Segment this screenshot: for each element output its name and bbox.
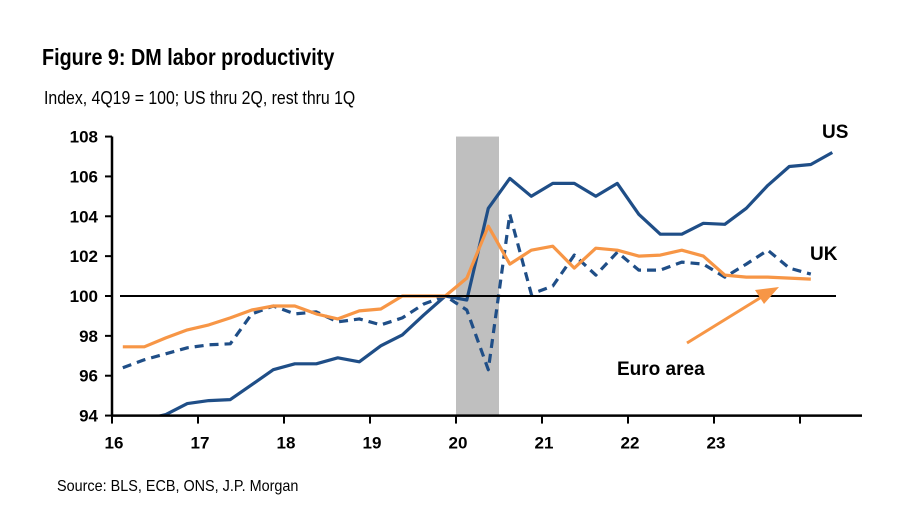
x-tick-label: 23	[707, 434, 726, 453]
x-tick-label: 18	[277, 434, 296, 453]
x-tick-label: 20	[449, 434, 468, 453]
chart-subtitle: Index, 4Q19 = 100; US thru 2Q, rest thru…	[44, 88, 356, 108]
chart-title: Figure 9: DM labor productivity	[42, 44, 335, 70]
y-tick-label: 94	[79, 407, 98, 426]
series-layer	[122, 151, 834, 416]
x-tick-label: 17	[191, 434, 210, 453]
y-tick-label: 96	[79, 367, 98, 386]
x-tick-label: 22	[621, 434, 640, 453]
x-tick-label: 19	[363, 434, 382, 453]
label-uk: UK	[810, 244, 838, 265]
label-us: US	[822, 122, 848, 143]
euro-area-arrowhead	[755, 287, 779, 304]
y-tick-label: 106	[70, 167, 98, 186]
y-tick-label: 102	[70, 247, 98, 266]
axes: 94 96 98 100 102 104 106 108 16 17 18 19 20 21 22 23	[70, 128, 862, 453]
y-tick-label: 98	[79, 327, 98, 346]
y-tick-label: 100	[70, 287, 98, 306]
series-uk	[122, 212, 812, 372]
series-euro-area	[122, 224, 811, 349]
label-euro-area: Euro area	[617, 359, 705, 380]
x-tick-label: 21	[535, 434, 554, 453]
y-tick-label: 104	[70, 207, 99, 226]
euro-area-arrow	[686, 291, 769, 345]
y-tick-label: 108	[70, 128, 98, 147]
chart-source: Source: BLS, ECB, ONS, J.P. Morgan	[57, 478, 299, 495]
x-tick-label: 16	[105, 434, 124, 453]
recession-shading	[456, 136, 499, 416]
